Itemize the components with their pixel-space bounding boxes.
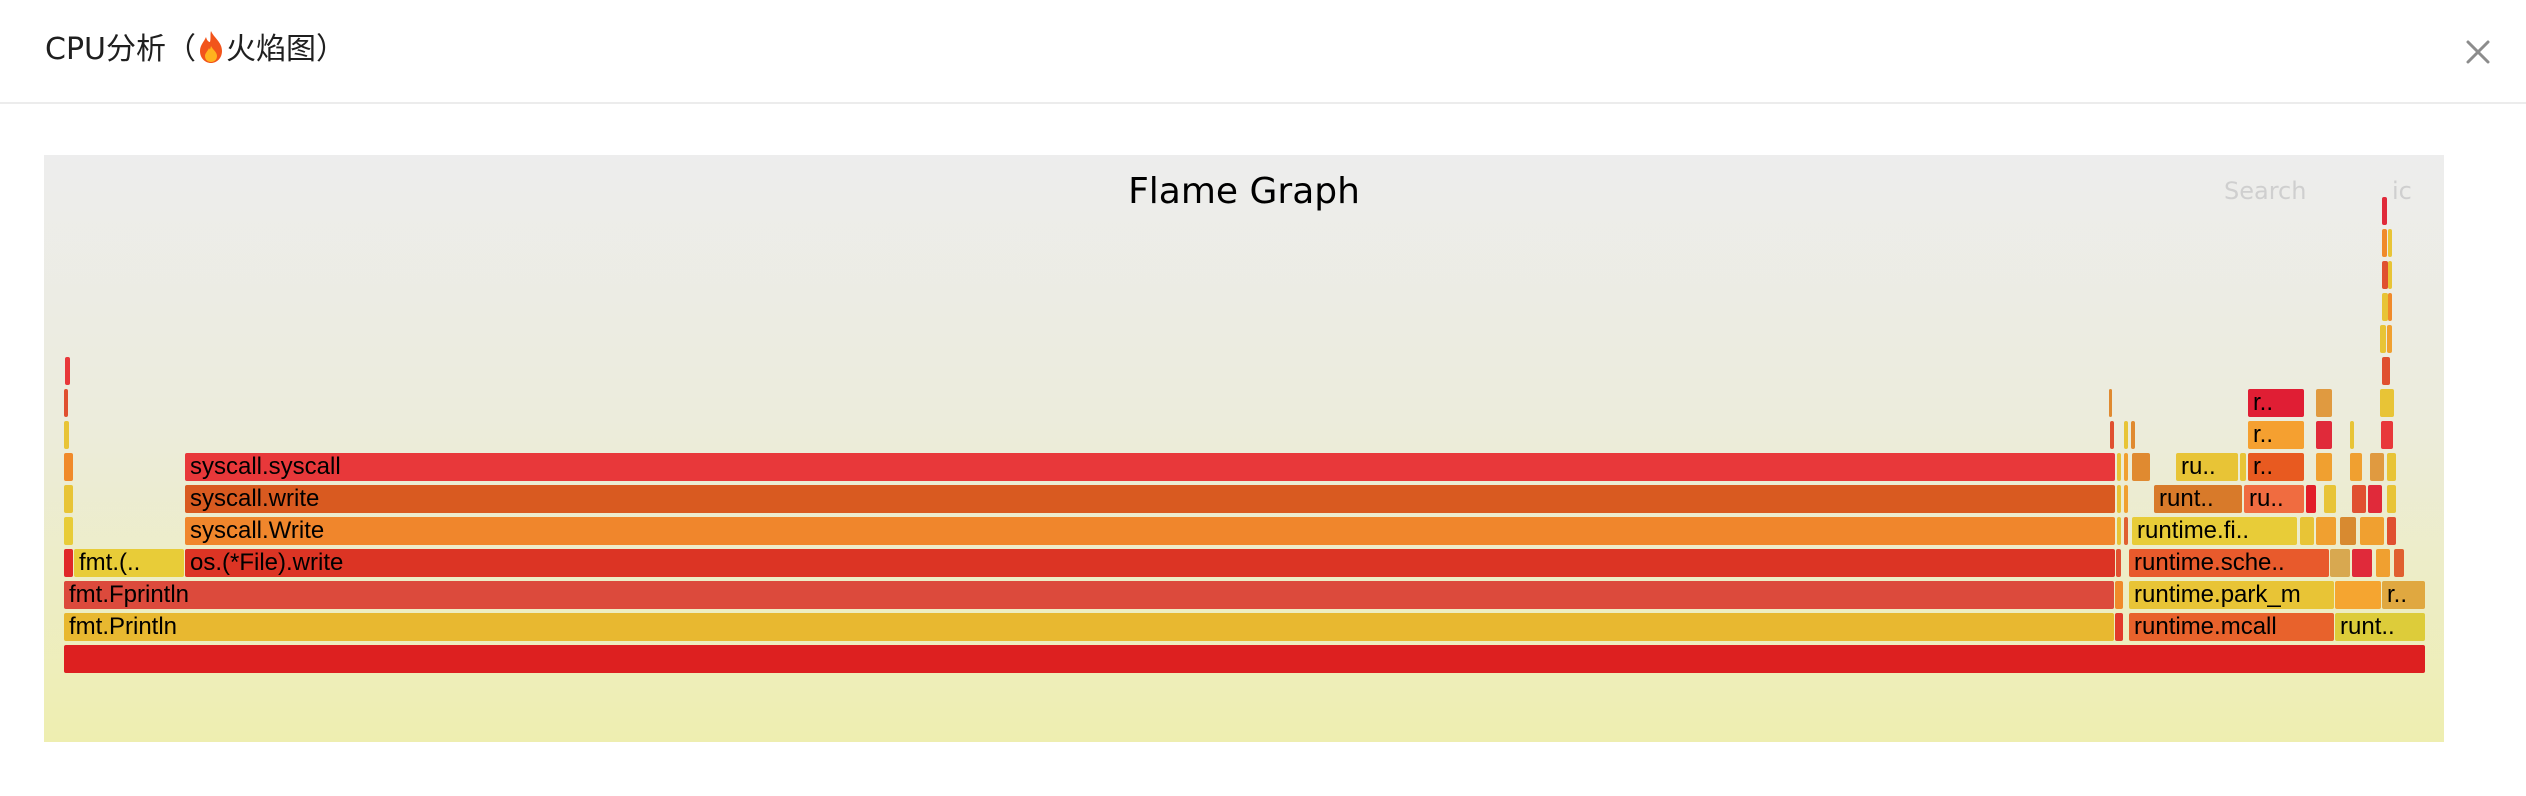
flame-frame[interactable] [2370, 453, 2384, 481]
flame-frame[interactable] [2109, 389, 2112, 417]
flame-frame[interactable]: ru.. [2244, 485, 2304, 513]
flame-frame[interactable] [2340, 517, 2356, 545]
flame-frame[interactable] [2316, 517, 2336, 545]
flame-icon [200, 31, 222, 63]
flame-frame[interactable] [64, 389, 68, 417]
flame-frame[interactable] [2116, 549, 2121, 577]
flame-frame[interactable] [65, 357, 70, 385]
flame-frame[interactable]: syscall.write [185, 485, 2115, 513]
flame-frame[interactable] [2368, 485, 2382, 513]
flame-frame[interactable] [2240, 453, 2246, 481]
flame-frame[interactable] [2352, 485, 2366, 513]
flame-frame[interactable]: syscall.Write [185, 517, 2115, 545]
flame-frame[interactable] [2382, 197, 2387, 225]
flame-frame[interactable] [2350, 453, 2362, 481]
dialog-title-suffix: 火焰图） [226, 32, 346, 67]
flame-frame[interactable] [2316, 453, 2332, 481]
flame-frame[interactable] [64, 549, 73, 577]
flame-frame[interactable] [2124, 485, 2128, 513]
flame-graph-title: Flame Graph [1128, 171, 1360, 212]
search-link[interactable]: Search [2224, 177, 2307, 205]
flame-frame[interactable]: runt.. [2154, 485, 2242, 513]
flame-frame[interactable] [64, 645, 2425, 673]
flame-frame[interactable]: runtime.fi.. [2132, 517, 2297, 545]
flame-frame[interactable] [64, 421, 69, 449]
flame-frame[interactable]: r.. [2248, 421, 2304, 449]
flame-frame[interactable]: runtime.sche.. [2129, 549, 2329, 577]
flame-frame[interactable]: fmt.(.. [74, 549, 184, 577]
flame-frame[interactable] [2387, 325, 2392, 353]
flame-frame[interactable] [2380, 325, 2386, 353]
flame-frame[interactable]: runt.. [2335, 613, 2425, 641]
flame-frame[interactable]: r.. [2382, 581, 2425, 609]
flame-frame[interactable]: syscall.syscall [185, 453, 2115, 481]
flame-frame[interactable] [2360, 517, 2384, 545]
flame-frame[interactable] [2376, 549, 2390, 577]
flame-frame[interactable] [2124, 421, 2128, 449]
flame-frame[interactable] [2300, 517, 2314, 545]
flame-frame[interactable] [2381, 421, 2393, 449]
flame-frame[interactable] [2382, 229, 2387, 257]
flame-graph-panel: Flame Graph Search ic fmt.Println runtime… [44, 155, 2444, 742]
flame-frame[interactable] [2124, 517, 2128, 545]
flame-frame[interactable] [2350, 421, 2354, 449]
flame-frame[interactable] [2115, 581, 2123, 609]
flame-frame[interactable] [2117, 517, 2121, 545]
flame-frame[interactable]: fmt.Fprintln [64, 581, 2114, 609]
flame-frame[interactable] [2380, 389, 2394, 417]
flame-frame[interactable] [2387, 517, 2396, 545]
flame-frame[interactable]: runtime.park_m [2129, 581, 2334, 609]
flame-frame[interactable] [2117, 485, 2121, 513]
flame-frame[interactable] [64, 517, 73, 545]
flame-frame[interactable] [64, 485, 73, 513]
flame-frame[interactable] [2131, 421, 2135, 449]
flame-frame[interactable]: fmt.Println [64, 613, 2114, 641]
flame-frame[interactable] [2316, 421, 2332, 449]
flame-frame[interactable] [2117, 453, 2121, 481]
close-icon [2466, 40, 2490, 64]
flame-frame[interactable]: ru.. [2176, 453, 2238, 481]
ignore-case-link[interactable]: ic [2392, 177, 2412, 205]
flame-frame[interactable] [2387, 485, 2396, 513]
flame-frame[interactable] [2388, 229, 2392, 257]
flame-frame[interactable]: os.(*File).write [185, 549, 2115, 577]
flame-frame[interactable] [2132, 453, 2150, 481]
flame-frame[interactable] [64, 453, 73, 481]
flame-frames: fmt.Println runtime.mcall runt.. fmt.Fprint… [44, 155, 2444, 742]
flame-frame[interactable]: runtime.mcall [2129, 613, 2334, 641]
flame-frame[interactable] [2316, 389, 2332, 417]
flame-frame[interactable] [2352, 549, 2372, 577]
flame-frame[interactable]: r.. [2248, 389, 2304, 417]
flame-frame[interactable] [2388, 261, 2392, 289]
flame-frame[interactable] [2382, 293, 2388, 321]
dialog-title-prefix: CPU分析（ [45, 32, 196, 67]
flame-frame[interactable] [2306, 485, 2316, 513]
flame-frame[interactable] [2330, 549, 2350, 577]
flame-frame[interactable] [2394, 549, 2404, 577]
flame-frame[interactable] [2387, 453, 2396, 481]
flame-frame[interactable]: r.. [2248, 453, 2304, 481]
flame-frame[interactable] [2382, 357, 2390, 385]
flame-frame[interactable] [2110, 421, 2114, 449]
flame-frame[interactable] [2388, 293, 2392, 321]
flame-frame[interactable] [2324, 485, 2336, 513]
dialog-title: CPU分析（ 火焰图） [45, 28, 346, 72]
flame-frame[interactable] [2115, 613, 2123, 641]
close-button[interactable] [2456, 30, 2500, 74]
flame-frame[interactable] [2124, 453, 2128, 481]
dialog-header: CPU分析（ 火焰图） [0, 0, 2526, 104]
flame-frame[interactable] [2335, 581, 2381, 609]
flame-frame[interactable] [2382, 261, 2388, 289]
